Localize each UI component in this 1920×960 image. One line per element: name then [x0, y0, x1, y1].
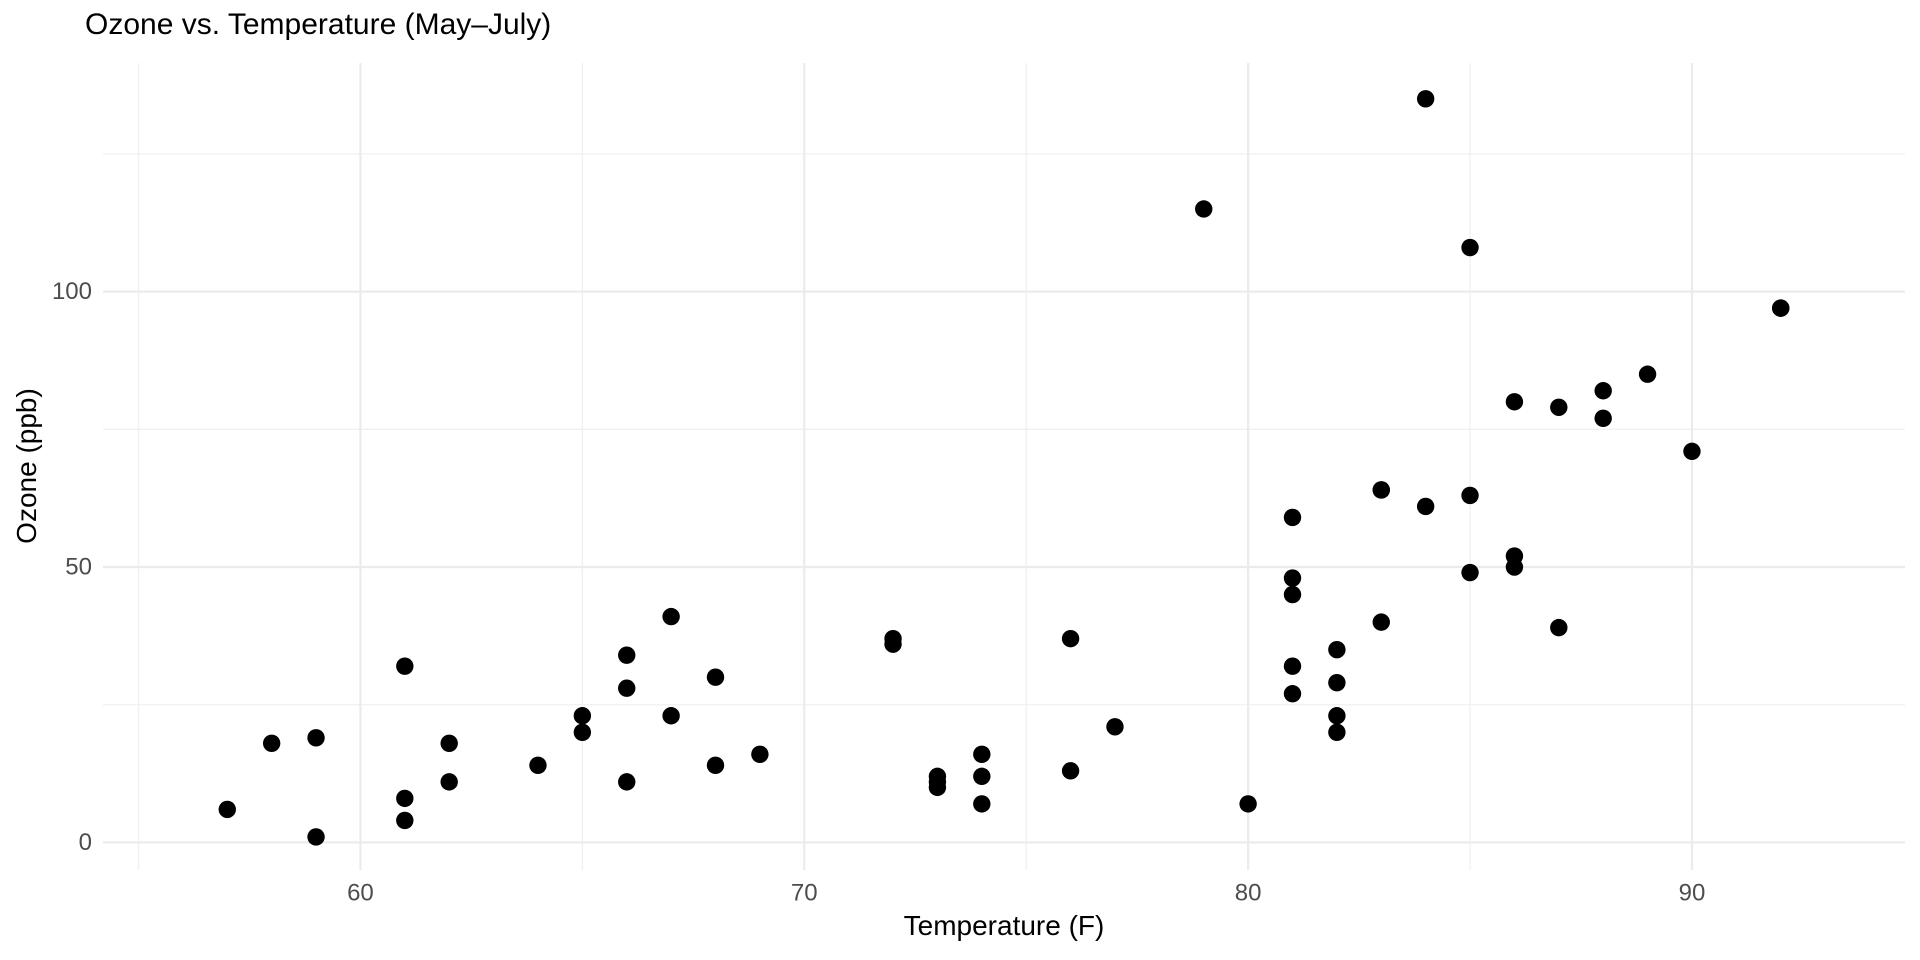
data-point — [396, 789, 414, 808]
y-tick-label: 100 — [52, 278, 92, 305]
data-point — [1328, 723, 1346, 741]
data-point — [618, 646, 636, 664]
data-point — [1550, 398, 1568, 416]
data-point — [1683, 442, 1701, 461]
data-point — [1283, 685, 1302, 703]
data-point — [1106, 718, 1124, 736]
data-point — [1550, 618, 1568, 637]
data-point — [1061, 762, 1080, 780]
data-point — [307, 729, 325, 747]
data-point — [662, 607, 680, 626]
data-point — [1328, 640, 1346, 659]
data-point — [307, 828, 325, 846]
data-point — [706, 668, 725, 686]
data-point — [1772, 299, 1790, 317]
x-tick-label: 70 — [791, 880, 818, 907]
data-point — [529, 756, 547, 775]
data-point — [440, 734, 458, 753]
data-point — [618, 679, 636, 697]
data-point — [751, 745, 769, 764]
y-tick-label: 50 — [65, 554, 92, 581]
x-tick-label: 80 — [1235, 880, 1262, 907]
data-point — [573, 723, 592, 741]
data-point — [1372, 613, 1390, 631]
data-point — [706, 756, 725, 775]
data-point — [884, 629, 902, 648]
data-point — [262, 734, 281, 753]
data-point — [1638, 365, 1657, 383]
x-axis-title: Temperature (F) — [903, 910, 1105, 941]
data-point — [396, 811, 414, 830]
data-point — [1283, 569, 1302, 587]
data-point — [1505, 558, 1524, 576]
data-point — [973, 795, 991, 813]
data-point — [1061, 629, 1080, 648]
data-point — [662, 707, 680, 725]
data-point — [1416, 497, 1435, 516]
data-point — [1283, 657, 1302, 675]
data-point — [396, 657, 414, 675]
y-tick-label: 0 — [79, 829, 92, 856]
data-point — [1461, 486, 1479, 505]
data-point — [1461, 563, 1479, 582]
data-point — [618, 773, 636, 791]
data-point — [928, 778, 947, 797]
data-point — [1328, 707, 1346, 725]
data-point — [973, 767, 991, 786]
chart-title: Ozone vs. Temperature (May–July) — [85, 8, 552, 41]
data-point — [1195, 200, 1213, 218]
data-point — [1283, 508, 1302, 527]
data-point — [1283, 585, 1302, 604]
data-point — [1461, 238, 1479, 257]
y-axis-title: Ozone (ppb) — [11, 388, 42, 544]
x-tick-label: 60 — [347, 880, 374, 907]
data-point — [1328, 674, 1346, 692]
data-point — [1239, 795, 1257, 813]
data-point — [440, 773, 458, 791]
data-point — [1594, 409, 1612, 428]
data-point — [1594, 382, 1612, 400]
data-point — [1505, 393, 1524, 411]
data-point — [1372, 481, 1390, 499]
data-point — [573, 707, 592, 725]
data-point — [218, 800, 236, 819]
x-tick-label: 90 — [1679, 880, 1706, 907]
data-point — [973, 745, 991, 764]
data-point — [1416, 90, 1435, 108]
